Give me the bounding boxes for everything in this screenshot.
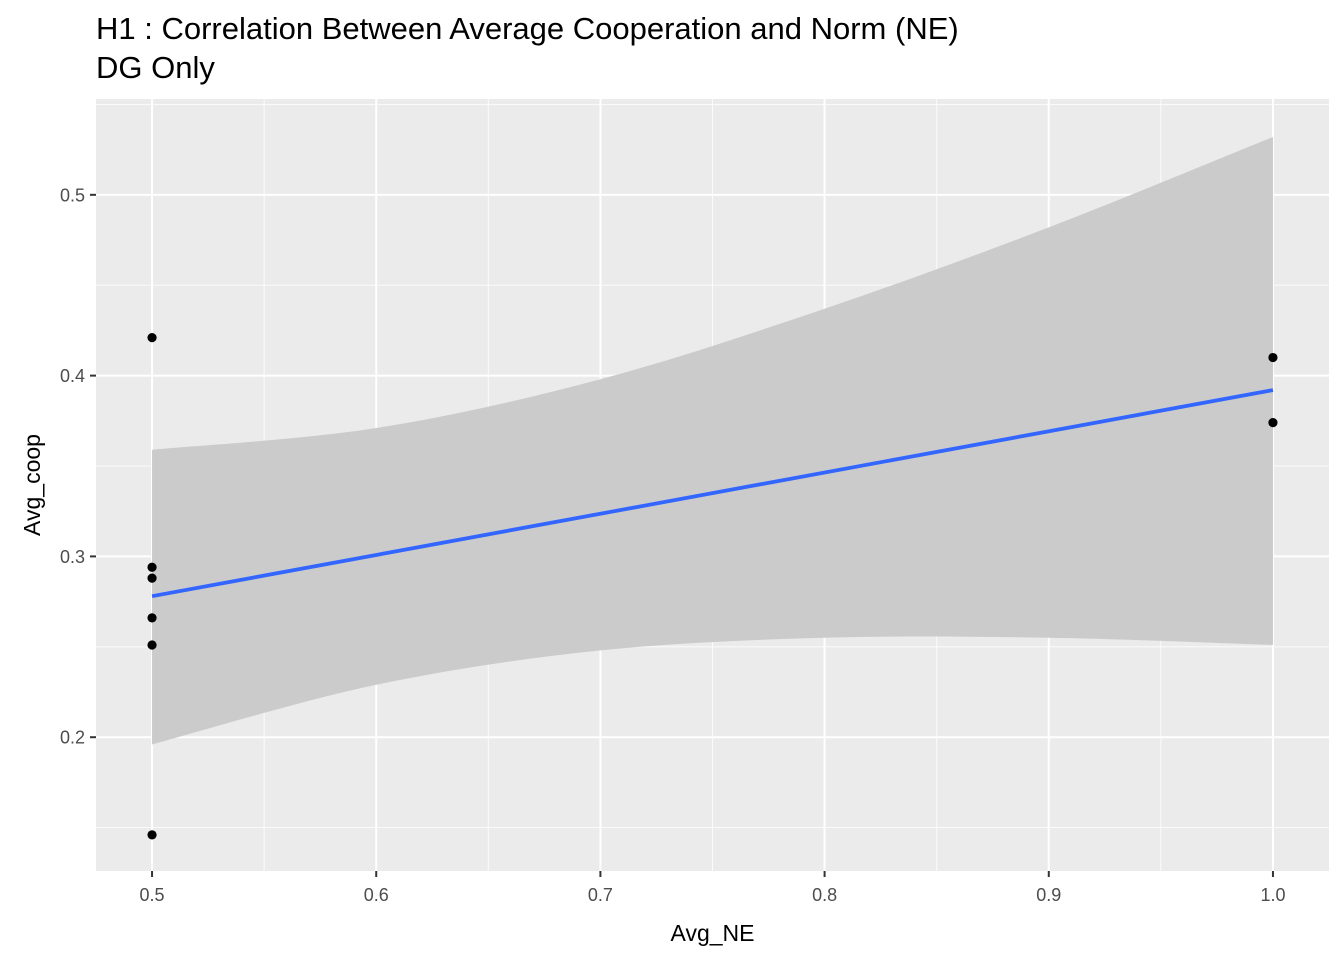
chart-title: H1 : Correlation Between Average Coopera… [96,11,959,46]
data-point [147,562,157,572]
data-point [147,830,157,840]
x-tick-label: 0.6 [364,885,389,905]
x-tick-label: 0.7 [588,885,613,905]
data-point [147,640,157,650]
y-tick-label: 0.2 [60,728,85,748]
y-tick-label: 0.5 [60,185,85,205]
y-tick-label: 0.3 [60,547,85,567]
x-tick-label: 0.9 [1036,885,1061,905]
y-tick-label: 0.4 [60,366,85,386]
chart-subtitle: DG Only [96,50,215,85]
x-axis: 0.5 0.6 0.7 0.8 0.9 1.0 [140,871,1285,905]
data-points [147,333,1278,840]
data-point [147,573,157,583]
regression-line [151,388,1274,599]
x-tick-label: 0.8 [812,885,837,905]
data-point [147,333,157,343]
confidence-band [152,136,1273,745]
x-tick-label: 0.5 [140,885,165,905]
x-tick-label: 1.0 [1260,885,1285,905]
x-axis-title: Avg_NE [671,920,755,946]
y-axis-title: Avg_coop [19,434,45,536]
data-point [1268,418,1278,428]
y-axis: 0.2 0.3 0.4 0.5 [60,185,96,748]
data-point [147,613,157,623]
data-point [1268,352,1278,363]
